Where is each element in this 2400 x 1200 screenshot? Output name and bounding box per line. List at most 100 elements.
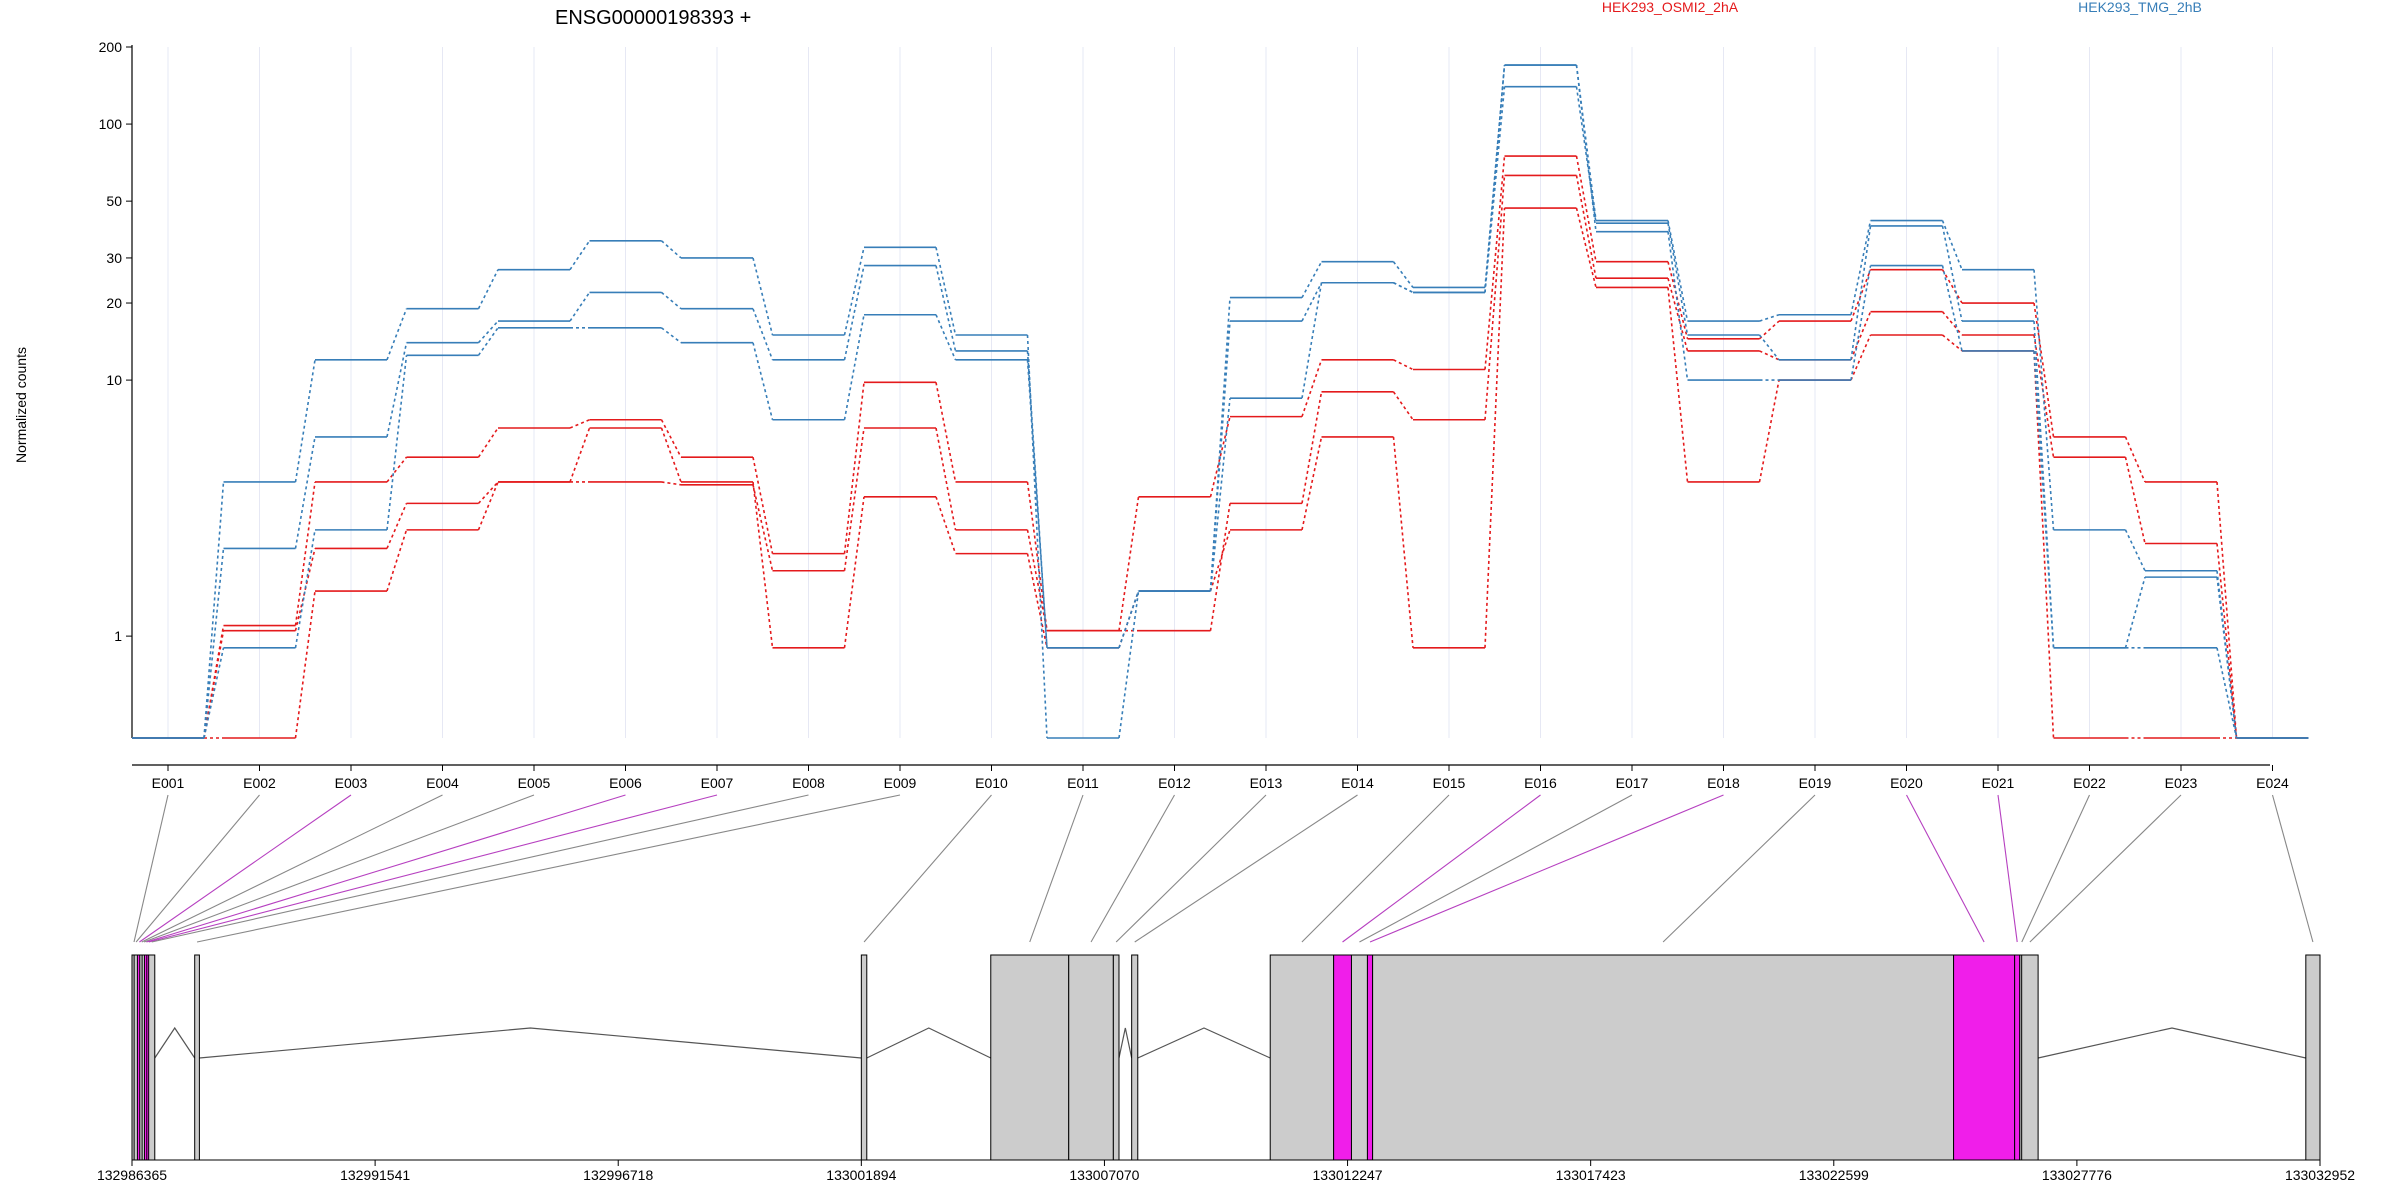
exon-box xyxy=(148,954,156,1161)
transition-segment xyxy=(1850,225,1872,360)
legend-item-osmi2: HEK293_OSMI2_2hA xyxy=(1602,0,1739,15)
transition-segment xyxy=(1667,261,1689,339)
transition-segment xyxy=(1941,334,1963,352)
y-axis: 1 10 20 30 50 100 200 xyxy=(99,39,133,738)
exon-link-line xyxy=(1906,794,1985,943)
transition-segment xyxy=(2124,529,2146,572)
exon-axis: E001 E002 E003 E004 E005 E006 E007 E008 E009 E010… xyxy=(132,764,2289,791)
transition-segment xyxy=(386,503,408,549)
exon-label: E011 xyxy=(1067,775,1099,791)
exon-link-line xyxy=(196,794,901,943)
transition-segment xyxy=(386,456,408,483)
exon-box xyxy=(860,954,868,1161)
transition-segment xyxy=(2124,456,2146,544)
transition-segment xyxy=(294,529,316,648)
transition-segment xyxy=(1118,590,1140,739)
exon-link-line xyxy=(135,794,260,943)
transition-segment xyxy=(569,291,591,322)
exon-link-line xyxy=(139,794,352,943)
exon-link-line xyxy=(1115,794,1267,943)
transition-segment xyxy=(843,427,865,571)
exon-link-line xyxy=(133,794,169,943)
transition-segment xyxy=(294,548,316,631)
exon-box xyxy=(2305,954,2321,1161)
exon-link-line xyxy=(1662,794,1816,943)
exon-link-line xyxy=(151,794,809,943)
transition-segment xyxy=(294,359,316,483)
series-line xyxy=(132,207,2309,739)
transition-segment xyxy=(1209,529,1231,592)
y-tick-label: 10 xyxy=(106,372,122,388)
legend-item-tmg: HEK293_TMG_2hB xyxy=(2078,0,2202,15)
exon-box xyxy=(1372,954,1955,1161)
transition-segment xyxy=(752,484,774,571)
transition-segment xyxy=(752,257,774,336)
transition-segment xyxy=(294,436,316,549)
transition-segment xyxy=(1484,86,1506,293)
transition-segment xyxy=(569,240,591,271)
transition-segment xyxy=(1484,207,1506,648)
transition-segment xyxy=(386,342,408,438)
transition-segment xyxy=(1758,320,1780,340)
transition-segment xyxy=(477,320,499,344)
transition-segment xyxy=(1209,416,1231,498)
intron-line xyxy=(866,1027,992,1059)
transition-segment xyxy=(1301,359,1323,417)
exon-link-line xyxy=(1029,794,1084,943)
exon-label: E014 xyxy=(1341,775,1374,791)
genomic-tick-label: 133022599 xyxy=(1799,1167,1869,1183)
exon-label: E012 xyxy=(1158,775,1191,791)
intron-line xyxy=(2037,1027,2306,1059)
exon-link-line xyxy=(143,794,535,943)
transition-segment xyxy=(386,308,408,361)
chart-title: ENSG00000198393 + xyxy=(555,7,751,29)
transition-segment xyxy=(843,496,865,648)
transition-segment xyxy=(1393,282,1414,294)
transition-segment xyxy=(2216,543,2238,739)
exon-label: E013 xyxy=(1250,775,1283,791)
transition-segment xyxy=(1667,220,1689,322)
transition-segment xyxy=(935,247,957,336)
genomic-tick-label: 133001894 xyxy=(826,1167,896,1183)
transition-segment xyxy=(661,481,682,486)
transition-segment xyxy=(1209,398,1231,592)
exon-label: E001 xyxy=(152,775,185,791)
exon-label: E016 xyxy=(1524,775,1557,791)
exon-box xyxy=(1068,954,1114,1161)
transition-segment xyxy=(935,314,957,361)
transition-segment xyxy=(2033,302,2055,438)
exon-link-line xyxy=(2271,794,2314,943)
exon-box xyxy=(990,954,1070,1161)
transition-segment xyxy=(203,481,225,739)
exon-label: E021 xyxy=(1982,775,2015,791)
exon-label: E024 xyxy=(2256,775,2289,791)
genomic-tick-label: 133012247 xyxy=(1313,1167,1383,1183)
exon-link-line xyxy=(1369,794,1724,943)
transition-segment xyxy=(935,427,957,531)
genomic-tick-label: 132996718 xyxy=(583,1167,653,1183)
transition-segment xyxy=(1667,223,1689,336)
intron-line xyxy=(154,1026,196,1059)
transition-segment xyxy=(1941,311,1963,336)
transition-segment xyxy=(294,481,316,626)
exon-label: E023 xyxy=(2165,775,2198,791)
transition-segment xyxy=(569,419,590,429)
exon-box xyxy=(1131,954,1139,1161)
exon-label: E020 xyxy=(1890,775,1923,791)
intron-line xyxy=(1118,1027,1133,1059)
y-tick-label: 50 xyxy=(106,193,122,209)
transition-segment xyxy=(1484,175,1506,420)
transition-segment xyxy=(1301,391,1323,504)
exon-box xyxy=(1112,954,1120,1161)
exon-link-line xyxy=(1134,794,1358,943)
transition-segment xyxy=(1941,269,1963,304)
transition-segment xyxy=(1759,313,1780,322)
exon-label: E022 xyxy=(2073,775,2106,791)
exon-box xyxy=(2021,954,2039,1161)
transition-segment xyxy=(1026,553,1048,648)
transition-segment xyxy=(661,327,682,344)
transition-segment xyxy=(1667,278,1689,352)
exon-link-line xyxy=(1359,794,1633,943)
transition-segment xyxy=(1575,207,1597,288)
